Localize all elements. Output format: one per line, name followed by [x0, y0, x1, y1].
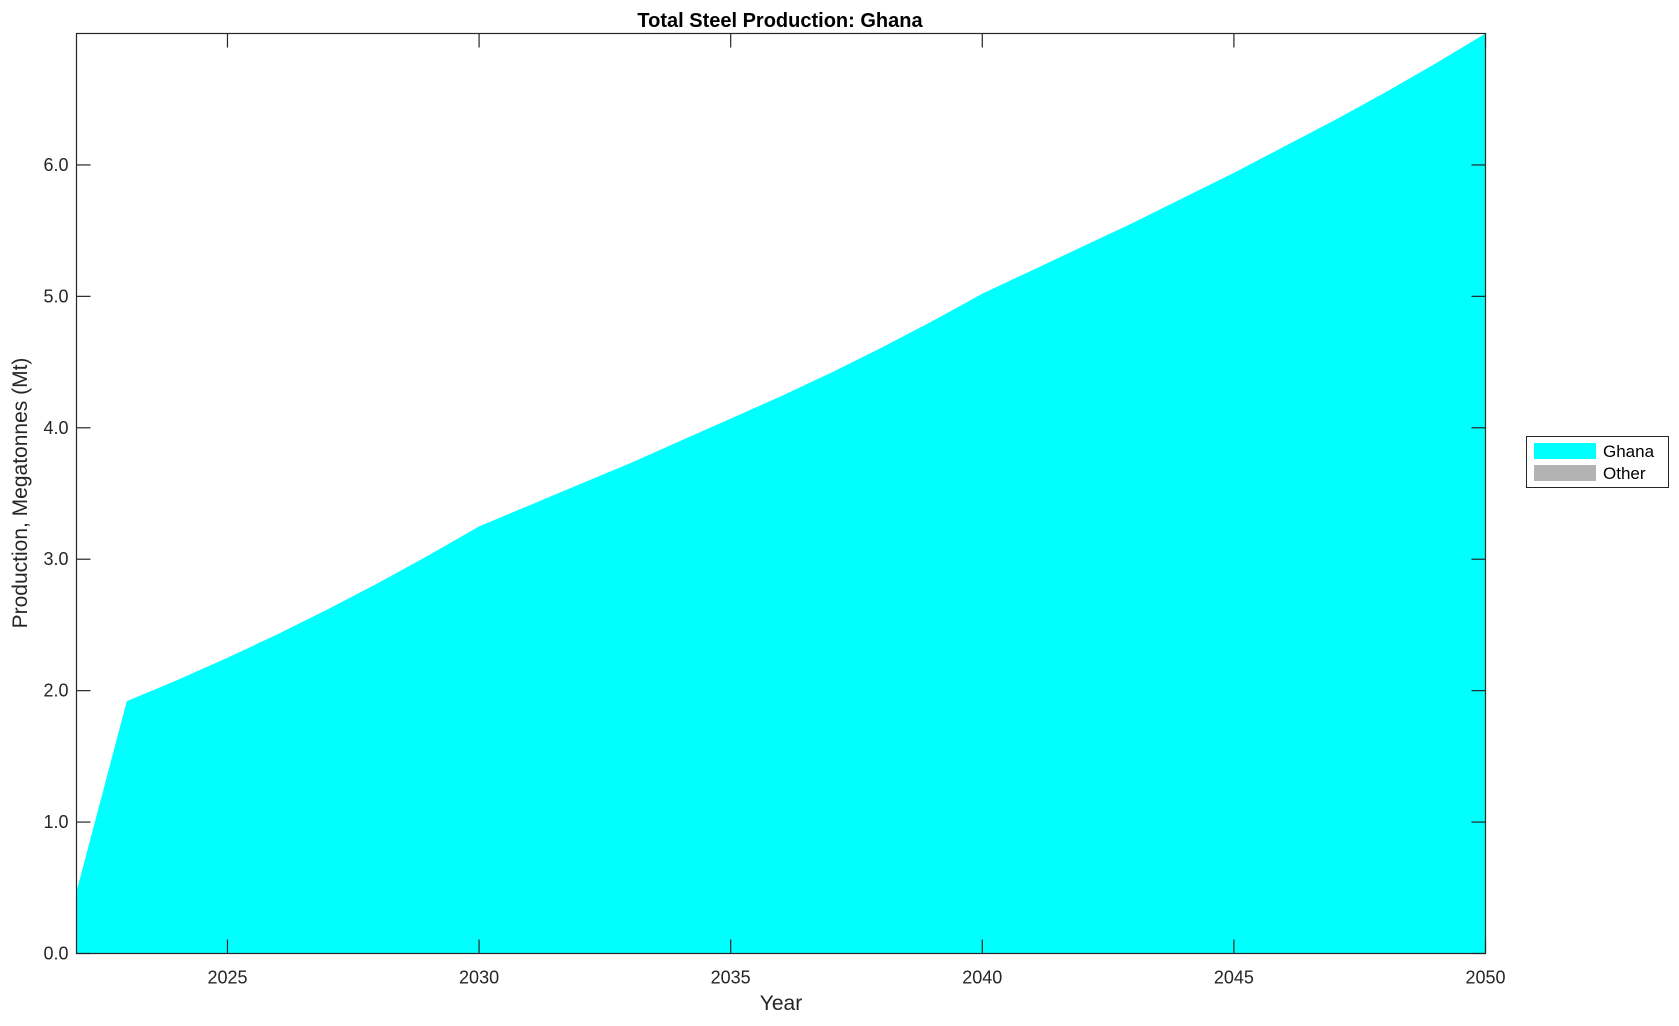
x-tick-label: 2045 [1214, 968, 1254, 988]
legend: Ghana Other [1526, 436, 1669, 488]
ticks-layer: 2025 2030 2035 2040 2045 2050 0.0 1.0 2.0 3.0 4.0 5… [43, 33, 1506, 988]
legend-label-ghana: Ghana [1603, 442, 1655, 461]
plot-frame [75, 32, 1487, 955]
areas-layer [76, 33, 1486, 954]
chart-title: Total Steel Production: Ghana [637, 10, 923, 32]
y-tick-label: 0.0 [43, 944, 68, 964]
y-tick-label: 3.0 [43, 549, 68, 569]
area-ghana [76, 33, 1486, 954]
y-tick-label: 1.0 [43, 812, 68, 832]
y-tick-label: 5.0 [43, 286, 68, 306]
x-tick-label: 2050 [1465, 968, 1505, 988]
x-tick-label: 2030 [459, 968, 499, 988]
legend-label-other: Other [1603, 464, 1646, 483]
y-tick-label: 2.0 [43, 681, 68, 701]
x-tick-label: 2025 [207, 968, 247, 988]
y-axis-label: Production, Megatonnes (Mt) [9, 358, 32, 629]
x-tick-label: 2040 [962, 968, 1002, 988]
x-axis-label: Year [760, 992, 802, 1015]
y-tick-label: 6.0 [43, 155, 68, 175]
y-tick-label: 4.0 [43, 418, 68, 438]
legend-swatch-ghana [1534, 443, 1596, 459]
legend-swatch-other [1534, 465, 1596, 481]
x-tick-label: 2035 [711, 968, 751, 988]
